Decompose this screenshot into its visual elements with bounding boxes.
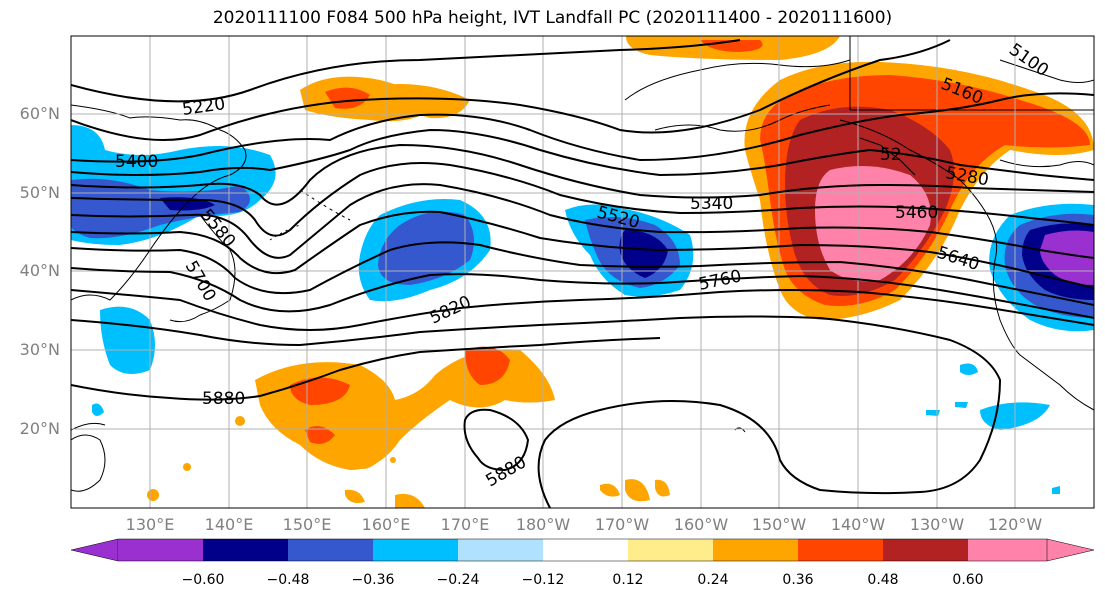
colorbar-tick-label: 0.12 [612,572,644,588]
colorbar-tick-label: 0.60 [952,572,984,588]
colorbar-tick-label: −0.48 [266,572,310,588]
lon-label: 150°E [282,515,332,534]
lon-label: 150°W [751,515,807,534]
lat-label: 60°N [19,104,60,123]
lat-label: 40°N [19,261,60,280]
colorbar-extend-high [1046,538,1095,562]
colorbar-swatch [883,539,968,561]
lon-label: 140°W [830,515,886,534]
lon-label: 120°W [987,515,1043,534]
colorbar-swatch [543,539,628,561]
colorbar-tick-label: 0.36 [782,572,814,588]
lon-label: 130°E [125,515,175,534]
lon-label: 170°W [594,515,650,534]
contour-label: 5880 [202,389,245,409]
colorbar-extend-low [70,538,119,562]
height-contours [71,39,1094,508]
map-frame [70,35,1095,509]
map-title: 2020111100 F084 500 hPa height, IVT Land… [212,8,893,28]
lat-label: 30°N [19,340,60,359]
lon-label: 180°W [515,515,571,534]
contour-label: 5460 [895,203,938,223]
colorbar [70,538,1095,562]
lon-label: 160°W [673,515,729,534]
lat-label: 50°N [19,183,60,202]
colorbar-tick-label: −0.24 [436,572,480,588]
contour-label: 5340 [690,194,733,214]
colorbar-tick-label: −0.60 [181,572,225,588]
colorbar-tick-label: 0.48 [867,572,899,588]
ivt-shading-positive [147,36,1094,508]
contour-label: 52 [880,145,902,165]
colorbar-swatch [373,539,458,561]
lon-label: 140°E [204,515,254,534]
colorbar-tick-label: −0.36 [351,572,395,588]
colorbar-swatch [713,539,798,561]
colorbar-swatch [118,539,203,561]
colorbar-swatch [458,539,543,561]
contour-label: 5400 [115,152,158,172]
lat-label: 20°N [19,419,60,438]
lon-label: 170°E [440,515,490,534]
colorbar-swatch [288,539,373,561]
colorbar-swatch [628,539,713,561]
colorbar-swatch [968,539,1047,561]
lon-label: 160°E [361,515,411,534]
colorbar-tick-label: −0.12 [521,572,565,588]
colorbar-tick-label: 0.24 [697,572,729,588]
colorbar-swatch [203,539,288,561]
colorbar-swatch [798,539,883,561]
lon-label: 130°W [909,515,965,534]
